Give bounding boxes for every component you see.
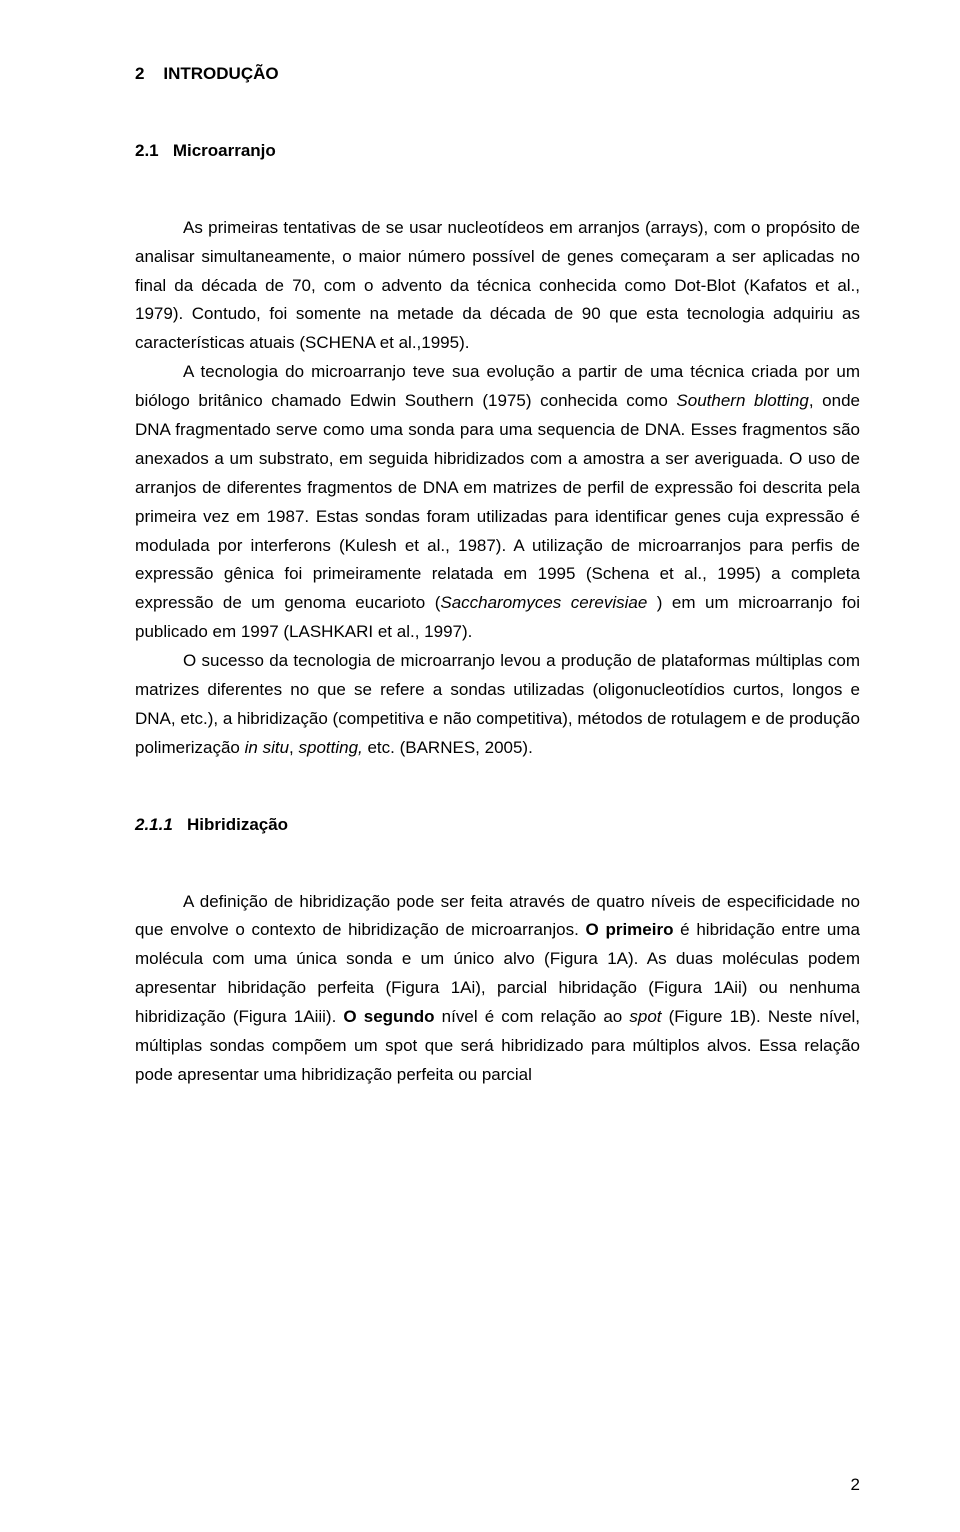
body-text: As primeiras tentativas de se usar nucle… (135, 218, 860, 353)
heading-hibridizacao-title: Hibridização (187, 815, 288, 834)
bold-text: O segundo (343, 1007, 434, 1026)
heading-introducao-title: INTRODUÇÃO (163, 64, 278, 83)
heading-microarranjo: 2.1 Microarranjo (135, 137, 860, 166)
italic-text: in situ (245, 738, 289, 757)
heading-hibridizacao: 2.1.1 Hibridização (135, 811, 860, 840)
heading-introducao: 2 INTRODUÇÃO (135, 60, 860, 89)
page-number: 2 (851, 1471, 860, 1500)
body-text: etc. (BARNES, 2005). (363, 738, 533, 757)
heading-microarranjo-title: Microarranjo (173, 141, 276, 160)
paragraph: O sucesso da tecnologia de microarranjo … (135, 647, 860, 763)
heading-hibridizacao-num: 2.1.1 (135, 815, 173, 834)
heading-microarranjo-num: 2.1 (135, 141, 159, 160)
italic-text: Southern blotting (676, 391, 808, 410)
bold-text: O primeiro (586, 920, 674, 939)
body-text: , onde DNA fragmentado serve como uma so… (135, 391, 860, 612)
italic-text: spotting, (298, 738, 362, 757)
italic-text: Saccharomyces cerevisiae (440, 593, 656, 612)
paragraph: A definição de hibridização pode ser fei… (135, 888, 860, 1090)
italic-text: spot (629, 1007, 661, 1026)
paragraph: A tecnologia do microarranjo teve sua ev… (135, 358, 860, 647)
section-hibridizacao: A definição de hibridização pode ser fei… (135, 888, 860, 1090)
paragraph: As primeiras tentativas de se usar nucle… (135, 214, 860, 358)
body-text: nível é com relação ao (435, 1007, 630, 1026)
heading-introducao-num: 2 (135, 64, 144, 83)
section-microarranjo: As primeiras tentativas de se usar nucle… (135, 214, 860, 763)
